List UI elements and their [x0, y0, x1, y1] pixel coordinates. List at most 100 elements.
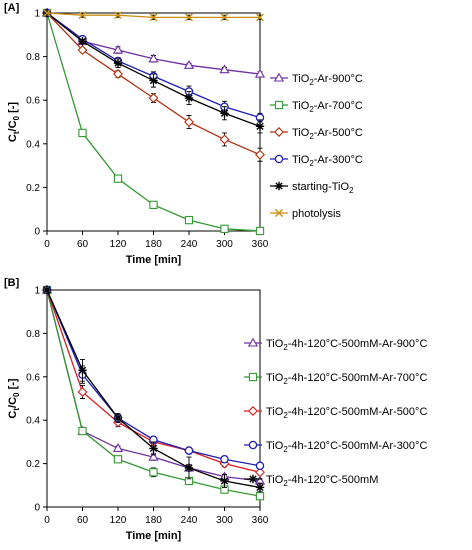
legend-marker: [248, 440, 258, 450]
legend-label: TiO2-Ar-700°C: [292, 100, 363, 114]
data-point: [184, 446, 194, 455]
y-tick-label: 0.4: [26, 416, 40, 427]
y-axis-title: Ct/C0 [-]: [7, 102, 21, 142]
legend-item: TiO2-4h-120°C-500mM-Ar-900°C: [244, 337, 427, 352]
data-point: [112, 443, 124, 452]
data-point: [148, 53, 159, 63]
data-point: [78, 11, 87, 20]
legend-marker: [273, 72, 285, 82]
x-tick-label: 60: [77, 239, 89, 250]
data-point: [78, 426, 87, 436]
x-tick-label: 120: [110, 515, 127, 526]
y-tick-label: 1: [34, 9, 40, 20]
chart-panel-a: [A] 0 60 120 180 240 300 360 0 0.2 0.4 0.6 0.8 1 Time …: [4, 2, 363, 266]
data-point: [220, 455, 229, 464]
legend-label: TiO2-Ar-500°C: [292, 127, 363, 141]
legend-item: TiO2-4h-120°C-500mM-Ar-500°C: [244, 406, 427, 420]
x-tick-label: 180: [145, 239, 162, 250]
data-point: [77, 387, 88, 397]
x-tick-label: 180: [145, 515, 162, 526]
series-x: [43, 9, 264, 22]
x-tick-label: 300: [216, 239, 233, 250]
data-point: [148, 451, 159, 461]
data-point: [254, 68, 266, 78]
y-tick-label: 0.2: [26, 183, 40, 194]
y-tick-label: 0.2: [26, 459, 40, 470]
legend-label: TiO2-Ar-300°C: [292, 154, 363, 168]
data-point: [220, 13, 229, 22]
data-point: [219, 134, 230, 145]
data-point: [149, 200, 158, 209]
y-tick-label: 0: [34, 503, 40, 514]
data-point: [255, 461, 265, 471]
series-square: [42, 8, 265, 236]
legend-marker: [274, 181, 284, 191]
y-tick-label: 0: [34, 227, 40, 238]
x-axis-title: Time [min]: [126, 530, 182, 542]
data-point: [185, 13, 193, 22]
series-diamond: [42, 8, 265, 162]
data-point: [184, 215, 194, 225]
legend-label: TiO2-Ar-900°C: [292, 73, 363, 87]
data-point: [149, 76, 158, 85]
x-tick-label: 60: [77, 515, 89, 526]
data-point: [78, 366, 87, 375]
legend-item: starting-TiO2: [270, 181, 354, 195]
x-tick-label: 360: [252, 515, 269, 526]
legend-marker: [248, 372, 258, 382]
legend-label: TiO2-4h-120°C-500mM-Ar-300°C: [266, 440, 427, 454]
data-point: [148, 93, 159, 103]
data-point: [184, 93, 194, 103]
legend-label: starting-TiO2: [292, 181, 354, 195]
data-point: [220, 109, 229, 118]
data-point: [255, 491, 265, 501]
x-tick-label: 300: [216, 515, 233, 526]
legend-item: TiO2-4h-120°C-500mM-Ar-700°C: [244, 372, 427, 386]
legend-marker: [247, 337, 259, 347]
data-point: [149, 468, 158, 477]
x-tick-label: 120: [110, 239, 127, 250]
legend: TiO2-Ar-900°C TiO2-Ar-700°C TiO2-Ar-500°C T…: [270, 72, 363, 220]
legend-label: TiO2-4h-120°C-500mM-Ar-500°C: [266, 406, 427, 420]
data-point: [256, 13, 264, 22]
data-point: [184, 463, 194, 473]
legend-item: photolysis: [270, 208, 341, 220]
legend-label: TiO2-4h-120°C-500mM-Ar-700°C: [266, 372, 427, 386]
y-tick-label: 0.6: [26, 372, 40, 383]
legend-item: TiO2-Ar-900°C: [270, 72, 363, 87]
data-point: [43, 9, 51, 17]
data-point: [113, 455, 123, 464]
legend-item: TiO2-Ar-500°C: [270, 127, 363, 141]
legend-item: TiO2-4h-120°C-500mM-Ar-300°C: [244, 440, 427, 454]
data-point: [255, 467, 265, 478]
y-tick-label: 0.6: [26, 96, 40, 107]
data-point: [219, 64, 230, 74]
legend: TiO2-4h-120°C-500mM-Ar-900°C TiO2-4h-120°…: [244, 337, 427, 488]
legend-item: TiO2-Ar-700°C: [270, 100, 363, 114]
data-point: [255, 483, 265, 492]
x-tick-label: 0: [44, 515, 50, 526]
legend-item: TiO2-4h-120°C-500mM: [244, 474, 378, 488]
data-point: [149, 13, 158, 22]
x-tick-label: 240: [181, 239, 198, 250]
series-circle: [42, 8, 265, 123]
data-point: [113, 58, 123, 68]
data-point: [113, 69, 123, 80]
data-point: [42, 285, 52, 295]
data-point: [220, 224, 229, 233]
legend-label: TiO2-4h-120°C-500mM: [266, 474, 378, 488]
legend-marker: [248, 406, 258, 416]
data-point: [113, 413, 123, 423]
legend-marker: [274, 127, 284, 137]
panel-label: [B]: [4, 277, 20, 289]
series-square: [42, 285, 265, 501]
data-point: [149, 444, 158, 453]
x-tick-label: 240: [181, 515, 198, 526]
data-point: [77, 45, 88, 56]
x-axis-title: Time [min]: [126, 254, 182, 266]
data-point: [114, 11, 122, 20]
legend-marker: [274, 100, 284, 110]
legend-label: photolysis: [292, 208, 341, 220]
data-point: [78, 37, 87, 46]
